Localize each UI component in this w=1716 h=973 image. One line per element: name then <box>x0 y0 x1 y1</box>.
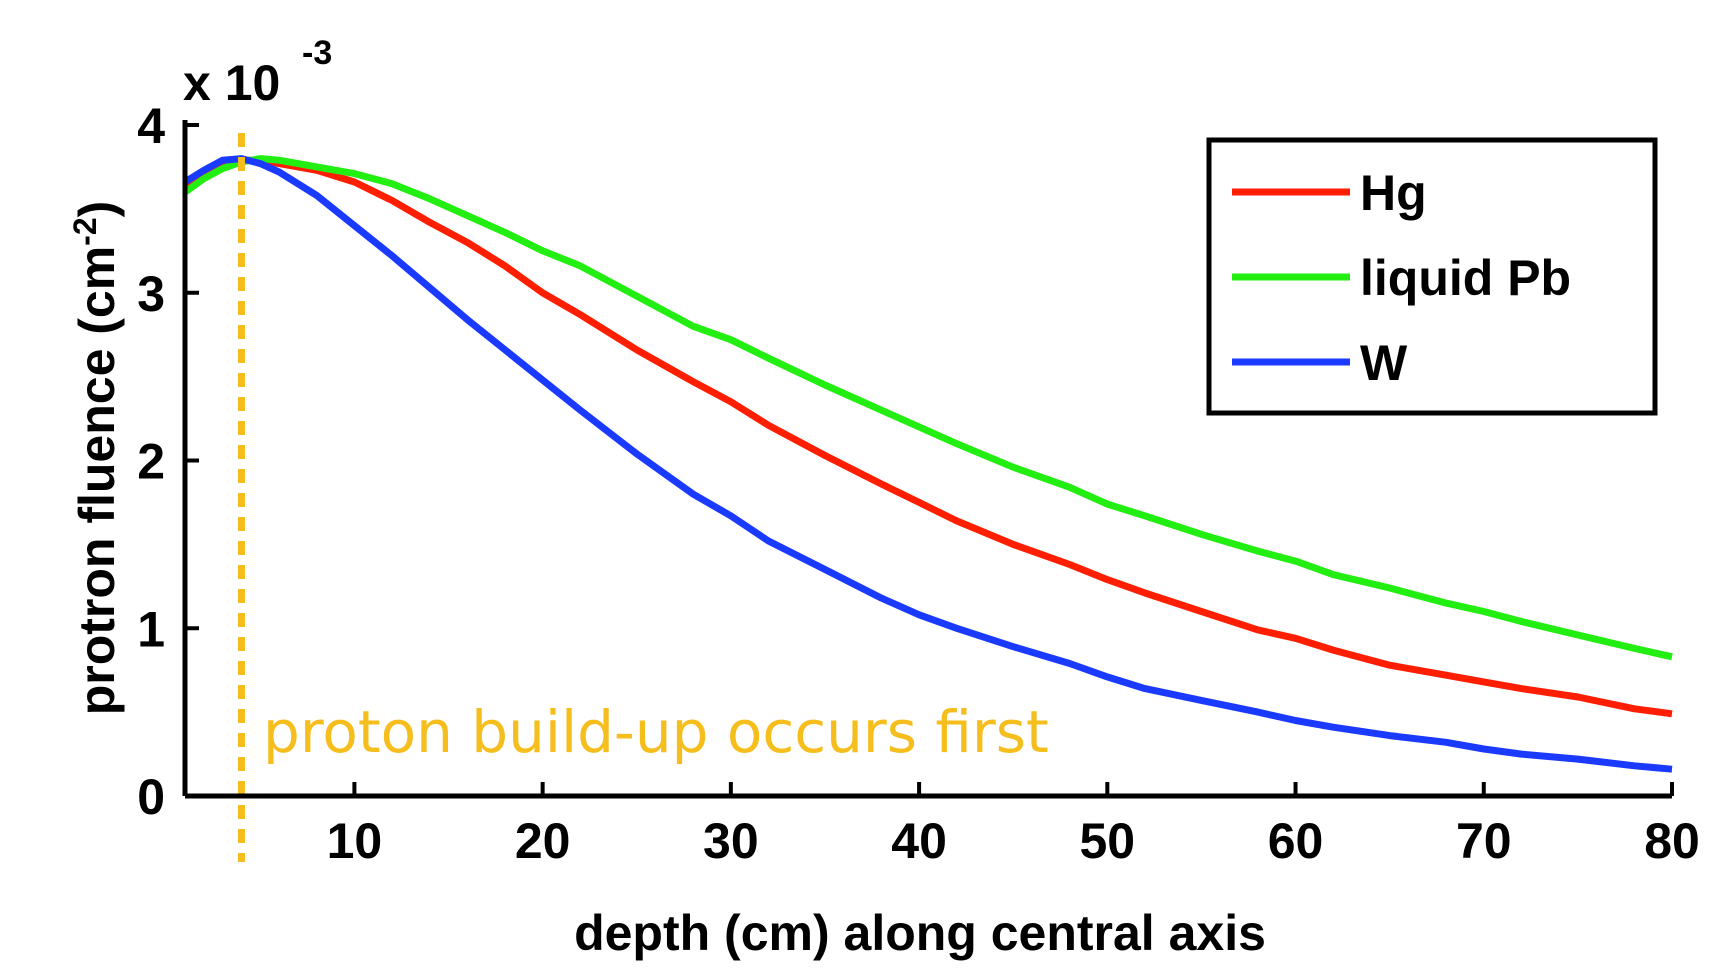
x-tick-label: 70 <box>1456 813 1512 869</box>
x-axis-label: depth (cm) along central axis <box>574 905 1266 961</box>
axes <box>182 120 1672 799</box>
exponent-power: -3 <box>302 34 332 72</box>
series-line-2 <box>183 155 1673 773</box>
legend-label: W <box>1360 335 1408 391</box>
y-tick-label: 0 <box>137 769 165 825</box>
y-ticks: 0 1 2 3 4 <box>137 98 199 825</box>
y-axis-label: protron fluence (cm-2) <box>67 201 125 716</box>
exponent-base: x 10 <box>183 55 280 111</box>
y-axis-label-sup: -2 <box>67 217 103 245</box>
x-tick-label: 10 <box>327 813 383 869</box>
legend-label: liquid Pb <box>1360 250 1571 306</box>
legend-label: Hg <box>1360 165 1427 221</box>
x-tick-label: 60 <box>1268 813 1324 869</box>
series-line-1 <box>182 155 1673 661</box>
y-axis-label-main: protron fluence (cm <box>69 246 125 715</box>
x-tick-label: 30 <box>703 813 759 869</box>
y-axis-label-close: ) <box>69 201 125 218</box>
y-tick-label: 1 <box>137 601 165 657</box>
x-tick-label: 20 <box>515 813 571 869</box>
y-tick-label: 4 <box>137 98 165 154</box>
y-tick-label: 3 <box>137 266 165 322</box>
x-tick-label: 80 <box>1644 813 1700 869</box>
plot-lines <box>182 155 1673 773</box>
annotation-layer: proton build-up occurs first <box>237 133 1049 862</box>
x-ticks: 10 20 30 40 50 60 70 80 <box>327 782 1700 869</box>
y-tick-label: 2 <box>137 434 165 490</box>
x-tick-label: 40 <box>891 813 947 869</box>
x-tick-label: 50 <box>1080 813 1136 869</box>
annotation-text: proton build-up occurs first <box>263 698 1049 766</box>
legend-items: Hg liquid Pb W <box>1232 165 1571 391</box>
legend: Hg liquid Pb W <box>1206 137 1658 416</box>
